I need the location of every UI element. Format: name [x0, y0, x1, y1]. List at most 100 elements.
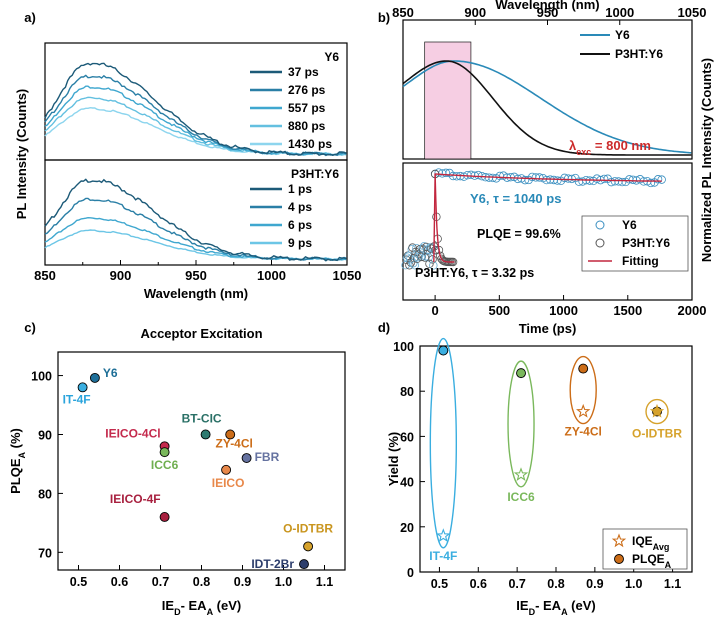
- y6-fit-annotation: Y6, τ = 1040 ps: [470, 191, 561, 206]
- panel-label-a: a): [24, 10, 36, 25]
- x-tick-label: 0.6: [111, 575, 128, 589]
- data-point: [425, 259, 434, 269]
- spectrum-line-37ps: [44, 62, 347, 157]
- y-tick-label: 100: [393, 340, 414, 354]
- x-tick-label: 0.9: [234, 575, 251, 589]
- legend-label: Y6: [615, 28, 630, 42]
- iqe-point: [436, 528, 451, 542]
- panel-label-d: d): [378, 320, 390, 335]
- data-point: [221, 464, 232, 475]
- x-tick-label: 950: [537, 5, 559, 20]
- data-point: [225, 429, 236, 440]
- x-tick-label: 1.1: [664, 577, 681, 591]
- y-axis-label: PLQEA (%): [8, 428, 27, 494]
- legend-label: 880 ps: [288, 119, 326, 133]
- point-label: IDT-2Br: [251, 557, 294, 571]
- plqe-point: [578, 363, 589, 374]
- iqe-point: [649, 403, 665, 418]
- y-tick-label: 70: [38, 546, 52, 560]
- label-part: IE: [516, 598, 529, 613]
- y6-data-point: [653, 175, 663, 184]
- x-tick-label: 0.7: [508, 577, 525, 591]
- label-part: - EA: [181, 598, 208, 613]
- x-tick-label: 1.0: [625, 577, 642, 591]
- y-tick-label: 0: [407, 566, 414, 580]
- y6-data-point: [441, 168, 451, 178]
- label-part: (eV): [568, 598, 596, 613]
- x-tick-label: 0.8: [193, 575, 210, 589]
- x-tick-label: 850: [392, 5, 414, 20]
- y6-data-point: [646, 178, 656, 188]
- y-tick-label: 90: [38, 428, 52, 442]
- data-point: [405, 261, 414, 270]
- plqe-point: [438, 345, 449, 356]
- legend-label: 9 ps: [288, 236, 312, 250]
- legend-marker-circle: [614, 554, 624, 564]
- x-tick-label: 1.0: [275, 575, 292, 589]
- panel-label-c: c): [24, 320, 36, 335]
- legend-label: IQEAvg: [632, 534, 669, 552]
- plqe-point: [516, 368, 526, 379]
- spectrum-line-1430ps: [44, 106, 347, 156]
- legend-marker: [595, 238, 605, 248]
- y-tick-label: 20: [400, 521, 414, 535]
- subscript: Avg: [653, 542, 670, 552]
- x-tick-label: 950: [185, 268, 207, 283]
- legend-label: Y6: [622, 218, 637, 232]
- data-point: [410, 261, 420, 270]
- group-label: ICC6: [507, 490, 535, 504]
- x-tick-label: 0.6: [470, 577, 487, 591]
- data-point: [159, 512, 170, 522]
- group-ellipse: [645, 398, 669, 425]
- y-tick-label: 100: [31, 370, 52, 384]
- y-axis-label: PL Intensity (Counts): [14, 89, 29, 219]
- x-tick-label: 500: [488, 303, 510, 318]
- group-label: IT-4F: [429, 549, 457, 563]
- data-point: [303, 541, 314, 552]
- label-part: λ: [569, 138, 577, 153]
- y6-data-point: [553, 176, 562, 185]
- data-point: [428, 255, 437, 264]
- iqe-point: [513, 467, 529, 481]
- data-point: [241, 453, 252, 464]
- x-tick-label: 1000: [605, 5, 634, 20]
- legend-label: 1 ps: [288, 182, 312, 196]
- x-tick-label: 1000: [257, 268, 286, 283]
- subscript: A: [561, 607, 568, 617]
- data-point: [159, 447, 170, 458]
- x-axis-label: IED- EAA (eV): [516, 598, 595, 617]
- x-axis-label-bottom: Time (ps): [519, 321, 577, 336]
- point-label: IEICO: [212, 476, 245, 490]
- point-label: FBR: [255, 450, 280, 464]
- y-tick-label: 80: [400, 385, 414, 399]
- x-tick-label: 850: [34, 268, 56, 283]
- legend-label: 557 ps: [288, 101, 326, 115]
- y6-data-point: [520, 175, 530, 185]
- group-label: ZY-4Cl: [565, 425, 602, 439]
- x-tick-label: 0.9: [586, 577, 603, 591]
- subscript: A: [207, 607, 214, 617]
- label-part: (%): [8, 428, 23, 452]
- legend-label: 37 ps: [288, 65, 319, 79]
- data-point: [200, 429, 211, 440]
- y6-data-point: [535, 173, 544, 182]
- subscript: exc: [576, 147, 591, 157]
- legend-label: 1430 ps: [288, 137, 332, 151]
- subscript: A: [17, 451, 27, 458]
- legend-label: PLQEA: [632, 552, 672, 570]
- data-point: [299, 559, 309, 570]
- point-label: O-IDTBR: [283, 521, 333, 535]
- label-part: = 800 nm: [591, 138, 651, 153]
- plot-frame-c: [57, 351, 346, 571]
- rise-fit-line: [433, 173, 436, 263]
- subplot-title: P3HT:Y6: [291, 167, 339, 181]
- subscript: D: [174, 607, 181, 617]
- label-part: PLQE: [8, 458, 23, 494]
- p3ht-fit-annotation: P3HT:Y6, τ = 3.32 ps: [415, 266, 534, 280]
- group-ellipse: [507, 360, 535, 488]
- x-tick-label: 0.5: [70, 575, 87, 589]
- legend-box: [581, 215, 689, 272]
- legend-label: 276 ps: [288, 83, 326, 97]
- x-tick-label: 0: [431, 303, 438, 318]
